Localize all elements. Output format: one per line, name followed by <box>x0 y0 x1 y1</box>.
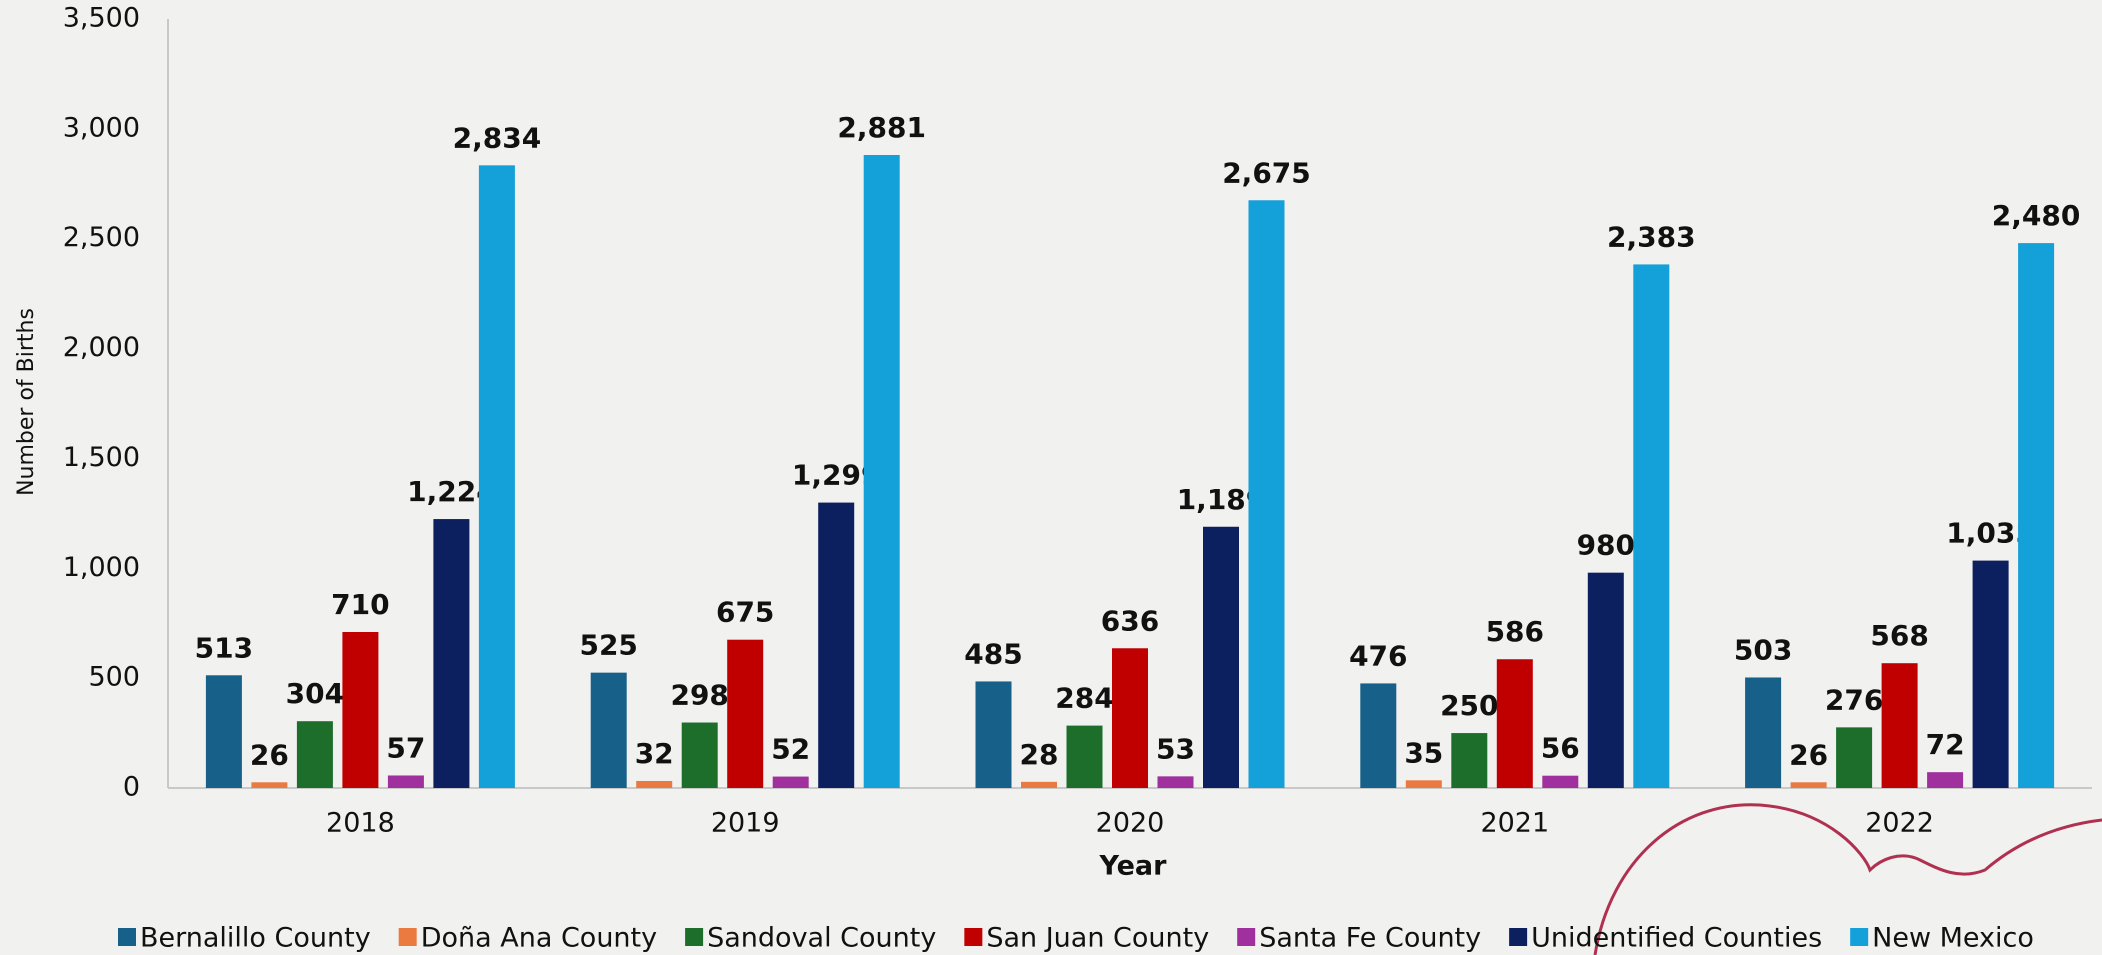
data-label: 276 <box>1825 683 1883 716</box>
bar <box>1021 781 1057 788</box>
data-label: 298 <box>670 679 728 712</box>
y-tick-label: 3,500 <box>63 3 140 34</box>
data-label: 26 <box>250 738 289 771</box>
bar <box>1112 648 1148 788</box>
y-tick-label: 2,500 <box>63 222 140 253</box>
data-label: 52 <box>771 733 810 766</box>
data-label: 710 <box>331 588 389 621</box>
bar <box>772 776 809 788</box>
data-label: 476 <box>1349 639 1407 672</box>
data-label: 2,881 <box>837 111 926 144</box>
bar <box>590 672 627 788</box>
bar <box>1633 264 1670 788</box>
y-tick-label: 1,500 <box>63 442 140 473</box>
data-label: 525 <box>579 629 637 662</box>
data-label: 2,675 <box>1222 156 1311 189</box>
bar <box>818 502 855 788</box>
legend-label: New Mexico <box>1872 923 2034 954</box>
bar <box>478 165 515 788</box>
x-tick-label: 2022 <box>1865 808 1934 839</box>
decoration <box>1593 803 2102 955</box>
bar <box>387 775 424 788</box>
data-label: 26 <box>1789 738 1828 771</box>
y-axis-label: Number of Births <box>14 308 39 496</box>
data-label: 675 <box>716 596 774 629</box>
bar <box>1496 659 1533 788</box>
bar <box>1405 780 1442 788</box>
y-tick-label: 2,000 <box>63 332 140 363</box>
legend-label: Doña Ana County <box>421 923 657 954</box>
bar <box>1790 782 1827 788</box>
data-label: 53 <box>1156 732 1195 765</box>
data-label: 35 <box>1404 736 1443 769</box>
data-label: 503 <box>1734 633 1792 666</box>
y-tick-label: 1,000 <box>63 552 140 583</box>
legend-swatch <box>118 928 136 946</box>
bar <box>296 721 333 788</box>
bar <box>342 632 379 788</box>
data-label: 636 <box>1101 604 1159 637</box>
bar <box>1881 663 1918 788</box>
data-label: 513 <box>195 631 253 664</box>
bar <box>1927 772 1964 788</box>
bar <box>433 519 470 788</box>
x-tick-label: 2021 <box>1480 808 1549 839</box>
bar <box>1360 683 1397 788</box>
data-label: 980 <box>1577 529 1635 562</box>
bar <box>2018 243 2055 788</box>
data-label: 28 <box>1020 738 1059 771</box>
legend-swatch <box>964 928 983 946</box>
data-label: 284 <box>1055 682 1113 715</box>
legend-label: Unidentified Counties <box>1531 923 1822 954</box>
bar <box>1157 776 1194 788</box>
data-label: 57 <box>386 731 425 764</box>
data-label: 32 <box>635 737 674 770</box>
bar <box>636 780 673 788</box>
legend-label: Bernalillo County <box>140 923 371 954</box>
bar <box>1542 775 1579 788</box>
bar <box>975 681 1012 788</box>
legend-label: Sandoval County <box>707 923 936 954</box>
data-label: 72 <box>1926 728 1965 761</box>
bar <box>205 675 242 788</box>
legend-swatch <box>1237 928 1256 946</box>
x-tick-label: 2018 <box>326 808 395 839</box>
legend-swatch <box>1850 928 1869 946</box>
data-label: 2,480 <box>1992 199 2081 232</box>
bar <box>251 782 288 788</box>
data-label: 568 <box>1870 619 1928 652</box>
bar <box>1066 725 1103 788</box>
y-tick-label: 3,000 <box>63 112 140 143</box>
bar <box>863 155 900 788</box>
bar <box>1587 572 1624 788</box>
legend-label: Santa Fe County <box>1259 923 1481 954</box>
bar <box>1745 677 1782 788</box>
bar <box>1836 727 1873 788</box>
y-tick-label: 0 <box>123 772 140 803</box>
data-label: 485 <box>964 637 1022 670</box>
x-tick-label: 2019 <box>711 808 780 839</box>
data-label: 304 <box>286 677 344 710</box>
data-label: 250 <box>1440 689 1498 722</box>
bar <box>1203 526 1239 788</box>
legend-label: San Juan County <box>986 923 1209 954</box>
legend-swatch <box>685 928 704 946</box>
data-label: 2,834 <box>453 121 542 154</box>
data-label: 56 <box>1541 732 1580 765</box>
data-label: 2,383 <box>1607 220 1696 253</box>
bar <box>1451 733 1488 788</box>
legend-swatch <box>398 928 417 946</box>
bar <box>1248 200 1285 788</box>
data-label: 586 <box>1486 615 1544 648</box>
legend-swatch <box>1509 928 1528 946</box>
bar <box>681 722 718 788</box>
x-axis-label: Year <box>1099 851 1168 882</box>
bar <box>1972 560 2009 788</box>
x-tick-label: 2020 <box>1096 808 1165 839</box>
y-tick-label: 500 <box>88 662 140 693</box>
bar <box>727 639 764 788</box>
